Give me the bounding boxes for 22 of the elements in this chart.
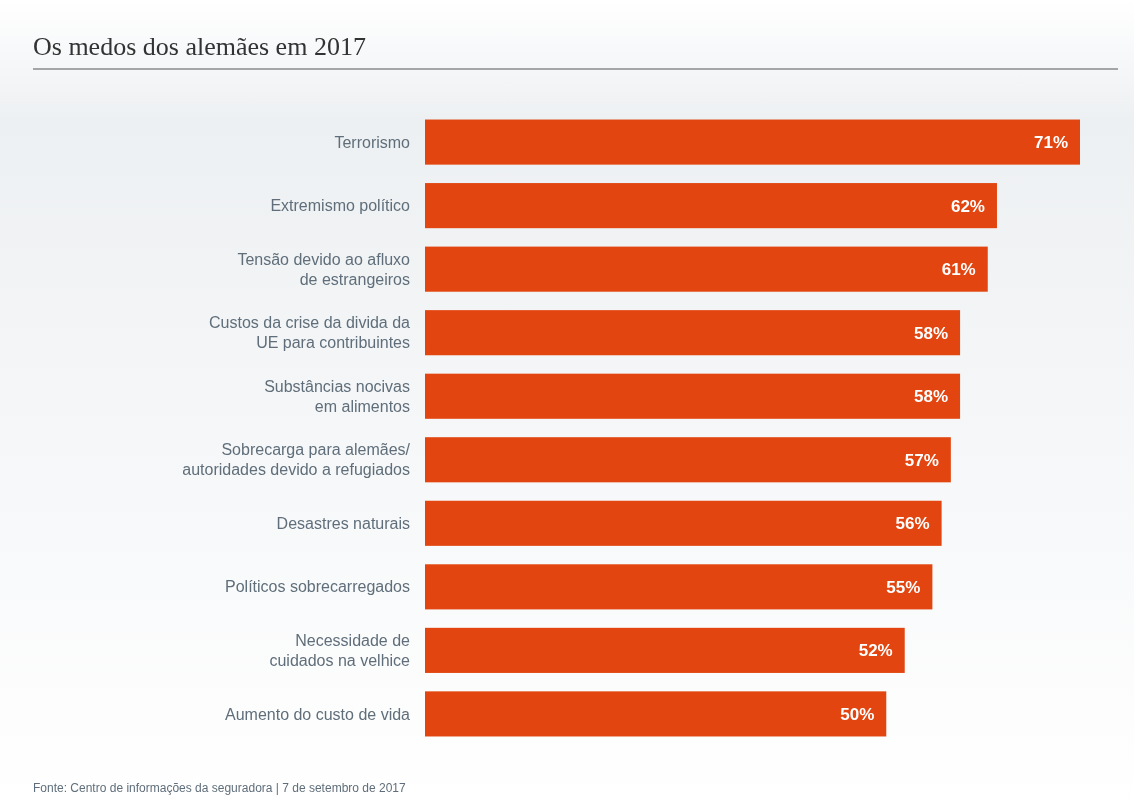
y-tick-label: Terrorismo — [334, 133, 411, 151]
y-tick-label: Políticos sobrecarregados — [225, 578, 410, 596]
data-label: 71% — [1033, 133, 1068, 153]
data-label: 61% — [941, 260, 976, 280]
y-tick-label: Substâncias nocivas em alimentos — [264, 377, 410, 415]
data-label: 62% — [950, 196, 985, 216]
data-label: 50% — [840, 704, 875, 724]
data-label: 58% — [914, 323, 949, 343]
y-tick-label: Extremismo político — [270, 197, 411, 215]
data-label: 52% — [858, 641, 893, 661]
y-tick-label: Tensão devido ao afluxo de estrangeiros — [237, 250, 411, 288]
y-tick-label: Custos da crise da divida da UE para contribuintes — [209, 314, 411, 352]
source-note: Fonte: Centro de informações da seguradora | 7 de setembro de 2017 — [33, 781, 407, 795]
data-label: 58% — [914, 387, 949, 407]
data-label: 57% — [904, 450, 939, 470]
y-tick-label: Necessidade de cuidados na velhice — [269, 631, 411, 669]
data-label: 56% — [895, 514, 930, 534]
y-tick-label: Desastres naturais — [276, 514, 410, 532]
data-label: 55% — [886, 577, 921, 597]
y-tick-label: Sobrecarga para alemães/ autoridades devido a refugiados — [182, 441, 411, 479]
text: Os medos dos alemães em 2017 — [33, 32, 366, 61]
y-tick-label: Aumento do custo de vida — [224, 705, 411, 723]
